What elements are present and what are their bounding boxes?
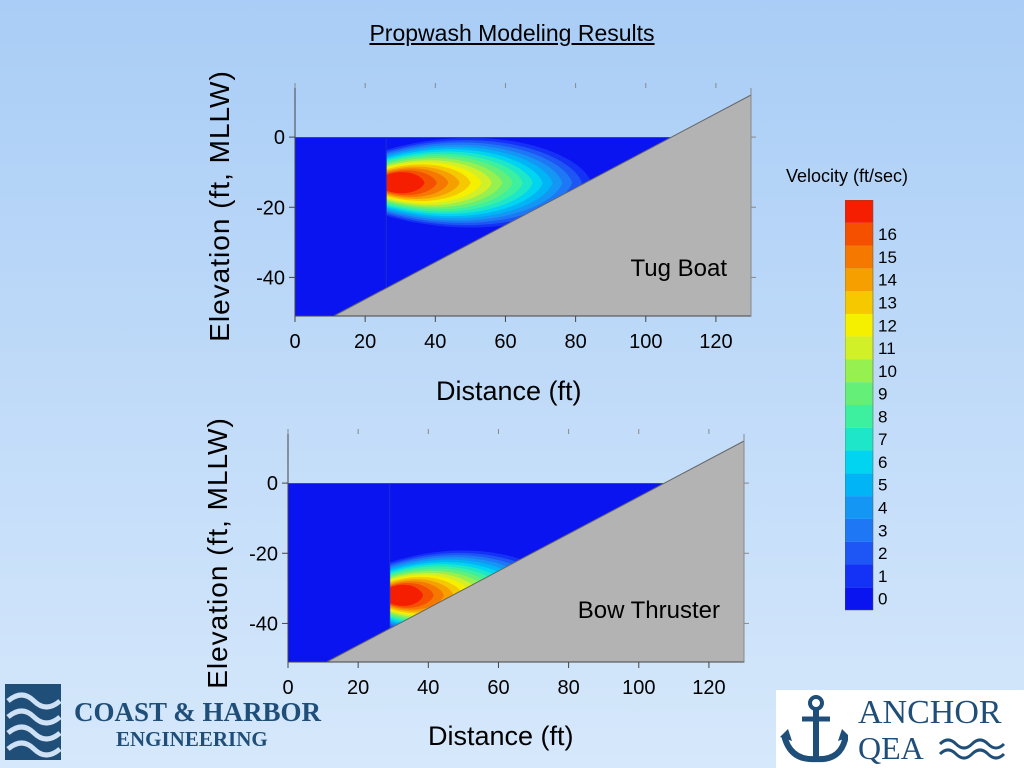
colorbar-swatch-8 [845,405,873,428]
colorbar-level-label: 2 [878,544,887,563]
colorbar-level-label: 8 [878,407,887,426]
tug-boat-sky-area [295,88,751,137]
colorbar-level-label: 10 [878,362,897,381]
colorbar-level-label: 6 [878,453,887,472]
bow-thruster-y-tick-label: -40 [249,613,278,635]
anchor-line1: ANCHOR [858,694,1002,731]
tug-boat-velocity-contours [386,137,592,228]
tug-boat-y-tick-label: -40 [256,267,285,289]
colorbar-level-label: 5 [878,476,887,495]
bow-thruster-annotation: Bow Thruster [578,597,720,624]
tug-boat-x-tick-label: 20 [354,331,376,353]
tug-boat-y-tick-label: 0 [274,127,285,149]
tug-boat-x-tick-label: 60 [494,331,516,353]
colorbar-level-label: 4 [878,499,887,518]
colorbar-swatch-7 [845,427,873,451]
tug-boat-contour-plot: 0 20 40 60 80 100 120 0 -20 -40 Tug Boat [256,83,756,353]
bow-thruster-x-tick-label: 40 [417,677,439,699]
colorbar-swatch-15 [845,245,873,269]
colorbar-swatch-16 [845,222,873,246]
tug-boat-contour-level-16 [386,172,425,194]
colorbar-level-label: 13 [878,294,897,313]
colorbar-level-label: 9 [878,385,887,404]
colorbar-swatch-3 [845,518,873,542]
coast-harbor-logo: COAST & HARBOR ENGINEERING [4,681,334,765]
anchor-icon [780,695,848,763]
colorbar-level-label: 12 [878,316,897,335]
colorbar-swatch-6 [845,450,873,474]
tug-boat-x-tick-label: 120 [699,331,732,353]
bow-thruster-y-tick-label: 0 [267,473,278,495]
bow-thruster-x-tick-label: 60 [487,677,509,699]
colorbar-swatch-14 [845,268,873,292]
tug-boat-y-axis-label: Elevation (ft, MLLW) [204,70,235,342]
colorbar-swatch-12 [845,313,873,337]
bow-thruster-plot-svg: 0 20 40 60 80 100 120 0 -20 -40 Bow Thruster [249,429,749,699]
colorbar-level-label: 16 [878,225,897,244]
anchor-qea-logo: ANCHOR QEA [776,690,1024,768]
colorbar-swatch-17 [845,200,873,223]
bow-thruster-sky-area [288,434,744,483]
coast-harbor-line2: ENGINEERING [116,727,268,751]
colorbar-swatch-9 [845,382,873,405]
tug-boat-water-region [295,137,672,316]
colorbar-level-label: 14 [878,271,897,290]
bow-thruster-contour-level-16 [389,584,424,606]
colorbar-level-label: 11 [878,339,896,358]
colorbar-swatch-10 [845,359,873,383]
colorbar-level-label: 1 [878,567,887,586]
colorbar-swatch-1 [845,564,873,588]
tug-boat-plot-svg: 0 20 40 60 80 100 120 0 -20 -40 Tug Boat [256,83,756,353]
colorbar-level-label: 15 [878,248,897,267]
tug-boat-x-axis-label: Distance (ft) [436,376,582,406]
colorbar-level-label: 7 [878,430,887,449]
bow-thruster-x-tick-label: 20 [347,677,369,699]
bow-thruster-y-tick-label: -20 [249,543,278,565]
colorbar-level-label: 0 [878,590,887,609]
colorbar-level-label: 3 [878,521,887,540]
tug-boat-x-tick-label: 40 [424,331,446,353]
colorbar-swatch-5 [845,473,873,497]
bow-thruster-x-tick-label: 80 [557,677,579,699]
tug-boat-x-tick-label: 0 [289,331,300,353]
wave-logo-icon [5,684,62,760]
colorbar-frame [845,200,874,611]
waves-icon [938,738,1006,760]
colorbar-swatch-4 [845,496,873,519]
coast-harbor-line1: COAST & HARBOR [74,697,322,727]
bow-thruster-contour-plot: 0 20 40 60 80 100 120 0 -20 -40 Bow Thruster [249,429,749,699]
bow-thruster-x-tick-label: 120 [692,677,725,699]
tug-boat-x-tick-label: 80 [564,331,586,353]
colorbar-swatch-2 [845,541,873,565]
bow-thruster-x-tick-label: 100 [622,677,655,699]
bow-thruster-x-axis-label: Distance (ft) [428,721,574,751]
chart-title: Propwash Modeling Results [369,20,655,46]
tug-boat-y-tick-label: -20 [256,197,285,219]
anchor-line2: QEA [858,730,924,766]
colorbar-swatch-13 [845,291,873,314]
colorbar-swatch-0 [845,587,873,610]
tug-boat-annotation: Tug Boat [630,255,727,282]
bow-thruster-y-axis-label: Elevation (ft, MLLW) [202,417,233,689]
legend-title: Velocity (ft/sec) [786,166,909,186]
tug-boat-x-tick-label: 100 [629,331,662,353]
colorbar-swatch-11 [845,336,873,360]
bow-thruster-x-tick-label: 0 [282,677,293,699]
